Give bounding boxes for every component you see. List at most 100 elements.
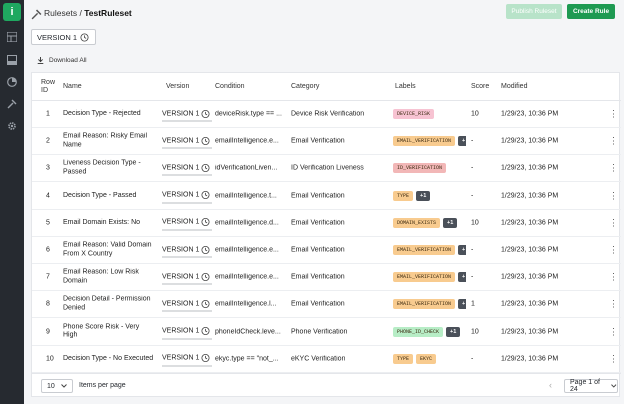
row-id: 3 xyxy=(46,164,50,172)
history-icon xyxy=(201,354,210,363)
label-tag: TYPE xyxy=(393,353,414,364)
row-version-button[interactable]: VERSION 1 xyxy=(162,107,212,122)
row-version-button[interactable]: VERSION 1 xyxy=(162,270,212,285)
version-selector[interactable]: VERSION 1 xyxy=(31,29,97,45)
table-row[interactable]: 9 Phone Score Risk - Very High VERSION 1 ph… xyxy=(32,319,621,346)
rule-labels: TYPE EKYC xyxy=(393,353,466,364)
history-icon xyxy=(201,191,210,200)
rule-condition: emailIntelligence.e... xyxy=(215,273,279,281)
row-version-button[interactable]: VERSION 1 xyxy=(162,351,212,367)
rule-category: Phone Verification xyxy=(291,328,348,336)
label-tag: EMAIL_VERIFICATION xyxy=(393,272,456,283)
row-version-label: VERSION 1 xyxy=(162,300,200,308)
rule-condition: emailIntelligence.e... xyxy=(215,246,279,254)
label-tag: DEVICE_RISK xyxy=(393,109,435,119)
row-id: 1 xyxy=(46,110,50,118)
history-icon xyxy=(80,32,89,42)
kebab-menu-icon[interactable]: ⋮ xyxy=(609,190,618,201)
rule-condition: idVerificationLiven... xyxy=(215,164,278,172)
row-version-label: VERSION 1 xyxy=(162,191,200,199)
header-version: Version xyxy=(166,83,190,90)
kebab-menu-icon[interactable]: ⋮ xyxy=(609,162,618,173)
rule-modified: 1/29/23, 10:36 PM xyxy=(501,328,559,336)
rule-modified: 1/29/23, 10:36 PM xyxy=(501,246,559,254)
rule-labels: PHONE_ID_CHECK +1 xyxy=(393,326,466,337)
kebab-menu-icon[interactable]: ⋮ xyxy=(609,271,618,282)
row-version-button[interactable]: VERSION 1 xyxy=(162,134,212,149)
row-id: 7 xyxy=(46,273,50,281)
row-id: 4 xyxy=(46,192,50,200)
row-version-button[interactable]: VERSION 1 xyxy=(162,161,212,176)
row-version-button[interactable]: VERSION 1 xyxy=(162,324,212,340)
more-labels-badge[interactable]: +1 xyxy=(443,217,458,228)
breadcrumb: Rulesets / TestRuleset xyxy=(44,8,132,18)
table-row[interactable]: 1 Decision Type - Rejected VERSION 1 device… xyxy=(32,101,621,128)
kebab-menu-icon[interactable]: ⋮ xyxy=(609,326,618,337)
grid-icon[interactable] xyxy=(4,29,20,45)
more-labels-badge[interactable]: + xyxy=(458,136,466,147)
app-logo[interactable]: i xyxy=(3,3,21,21)
chevron-down-icon xyxy=(60,384,67,388)
items-per-page-value: 10 xyxy=(47,382,55,390)
kebab-menu-icon[interactable]: ⋮ xyxy=(609,353,618,364)
kebab-menu-icon[interactable]: ⋮ xyxy=(609,108,618,119)
version-selector-label: VERSION 1 xyxy=(37,32,78,42)
kebab-menu-icon[interactable]: ⋮ xyxy=(609,244,618,255)
kebab-menu-icon[interactable]: ⋮ xyxy=(609,298,618,309)
header-row-id: Row ID xyxy=(41,79,56,94)
label-tag: EMAIL_VERIFICATION xyxy=(393,299,456,310)
more-labels-badge[interactable]: + xyxy=(458,299,466,310)
rule-modified: 1/29/23, 10:36 PM xyxy=(501,300,559,308)
rule-score: 1 xyxy=(471,300,475,308)
row-version-button[interactable]: VERSION 1 xyxy=(162,215,212,231)
more-labels-badge[interactable]: +1 xyxy=(446,326,461,337)
table-row[interactable]: 10 Decision Type - No Executed VERSION 1 ek… xyxy=(32,346,621,373)
history-icon xyxy=(201,109,210,118)
rule-score: 10 xyxy=(471,328,479,336)
table-row[interactable]: 3 Liveness Decision Type - Passed VERSION … xyxy=(32,155,621,183)
rule-name: Phone Score Risk - Very High xyxy=(63,323,140,339)
hammer-icon[interactable] xyxy=(4,96,20,112)
rule-condition: emailIntelligence.t... xyxy=(215,192,277,200)
chevron-left-icon[interactable]: ‹ xyxy=(549,380,552,390)
more-labels-badge[interactable]: + xyxy=(458,245,466,255)
table-row[interactable]: 7 Email Reason: Low Risk Domain VERSION 1 e… xyxy=(32,264,621,292)
rule-name: Email Reason: Valid Domain From X Countr… xyxy=(63,241,152,258)
row-version-label: VERSION 1 xyxy=(162,164,200,172)
chart-icon[interactable] xyxy=(4,74,20,90)
rule-labels: ID_VERIFICATION xyxy=(393,163,466,174)
row-version-label: VERSION 1 xyxy=(162,273,200,281)
more-labels-badge[interactable]: +1 xyxy=(416,190,431,201)
download-all-button[interactable]: Download All xyxy=(37,57,87,64)
rule-modified: 1/29/23, 10:36 PM xyxy=(501,192,559,200)
row-version-button[interactable]: VERSION 1 xyxy=(162,243,212,258)
rule-condition: emailIntelligence.l... xyxy=(215,300,277,308)
page-select[interactable]: Page 1 of 24 xyxy=(564,379,618,393)
table-row[interactable]: 5 Email Domain Exists: No VERSION 1 emailIn… xyxy=(32,210,621,237)
row-version-label: VERSION 1 xyxy=(162,246,200,253)
kebab-menu-icon[interactable]: ⋮ xyxy=(609,135,618,146)
kebab-menu-icon[interactable]: ⋮ xyxy=(609,217,618,228)
table-row[interactable]: 4 Decision Type - Passed VERSION 1 emailInt… xyxy=(32,183,621,210)
page-select-label: Page 1 of 24 xyxy=(570,379,600,393)
rule-score: - xyxy=(471,273,474,281)
label-tag: TYPE xyxy=(393,190,414,201)
publish-ruleset-button[interactable]: Publish Ruleset xyxy=(506,4,562,19)
create-rule-button[interactable]: Create Rule xyxy=(567,4,615,19)
rule-labels: EMAIL_VERIFICATION + xyxy=(393,272,466,283)
more-labels-badge[interactable]: + xyxy=(458,272,466,283)
gear-icon[interactable] xyxy=(4,118,20,134)
row-id: 8 xyxy=(46,300,50,308)
row-version-button[interactable]: VERSION 1 xyxy=(162,188,212,204)
pagination: 10 Items per page ‹ Page 1 of 24 › xyxy=(32,373,621,398)
rule-score: 10 xyxy=(471,110,479,118)
table-icon[interactable] xyxy=(4,52,20,68)
row-version-button[interactable]: VERSION 1 xyxy=(162,297,212,312)
table-row[interactable]: 2 Email Reason: Risky Email Name VERSION 1… xyxy=(32,128,621,156)
rule-condition: ekyc.type == "not_... xyxy=(215,355,279,363)
rule-category: Email Verification xyxy=(291,273,345,281)
breadcrumb-parent[interactable]: Rulesets xyxy=(44,8,78,18)
table-row[interactable]: 8 Decision Detail - Permission Denied VERS… xyxy=(32,291,621,319)
table-row[interactable]: 6 Email Reason: Valid Domain From X Count… xyxy=(32,237,621,264)
items-per-page-select[interactable]: 10 xyxy=(41,379,73,393)
